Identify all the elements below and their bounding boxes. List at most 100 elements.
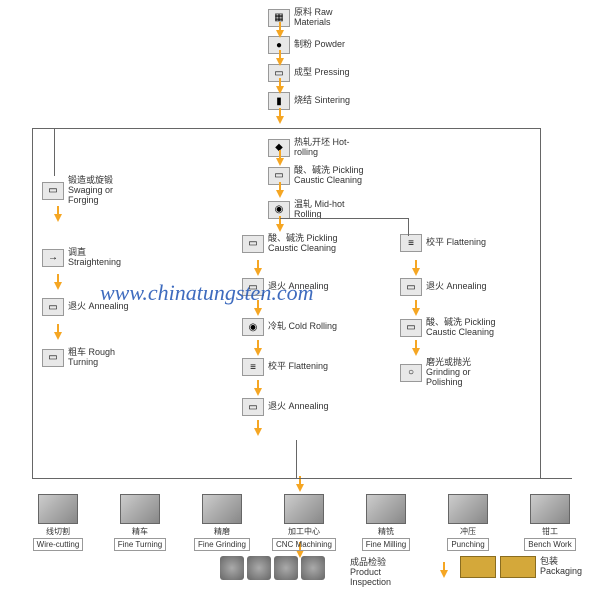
machine-icon	[120, 494, 160, 524]
machining-cell: 线切割Wire-cutting	[18, 494, 98, 551]
machining-label-cn: 精铣	[378, 526, 394, 537]
flow-arrow-icon	[412, 348, 420, 356]
flow-arrow-icon	[54, 282, 62, 290]
top-step: ◆热轧开坯 Hot-rolling	[268, 138, 364, 158]
step-label: 校平 Flattening	[268, 362, 328, 372]
flow-arrow-icon	[254, 348, 262, 356]
flow-arrow-icon	[440, 570, 448, 578]
packaging-step: 包装 Packaging	[460, 556, 582, 578]
flow-arrow-icon	[254, 308, 262, 316]
flow-arrow-icon	[254, 268, 262, 276]
step-label: 热轧开坯 Hot-rolling	[294, 138, 364, 158]
machining-label-cn: 精车	[132, 526, 148, 537]
flow-arrow-icon	[276, 86, 284, 94]
machining-label-cn: 精磨	[214, 526, 230, 537]
process-icon: ▭	[42, 298, 64, 316]
product-part-icon	[274, 556, 298, 580]
connector-line	[54, 128, 55, 176]
process-icon: ▭	[42, 349, 64, 367]
step-label: 调直 Straightening	[68, 248, 138, 268]
connector-line	[32, 128, 540, 129]
process-icon: ▭	[400, 319, 422, 337]
step-label: 酸、碱洗 Pickling Caustic Cleaning	[426, 318, 496, 338]
machine-icon	[366, 494, 406, 524]
machine-icon	[448, 494, 488, 524]
machining-cell: 精铣Fine Milling	[346, 494, 426, 551]
flow-arrow-icon	[296, 484, 304, 492]
step-label: 烧结 Sintering	[294, 96, 350, 106]
top-step: ▦原料 Raw Materials	[268, 8, 364, 28]
machining-row: 线切割Wire-cutting精车Fine Turning精磨Fine Grin…	[18, 494, 590, 551]
process-icon: ≡	[400, 234, 422, 252]
mid-step: ▭ 退火 Annealing	[242, 278, 329, 296]
machining-cell: 精车Fine Turning	[100, 494, 180, 551]
machining-label-en: Wire-cutting	[33, 538, 84, 551]
process-icon: ≡	[242, 358, 264, 376]
inspection-label-cn: 成品检验	[350, 557, 386, 567]
connector-line	[32, 128, 33, 478]
flow-arrow-icon	[412, 308, 420, 316]
step-label: 锻造或旋锻 Swaging or Forging	[68, 176, 138, 206]
left-step: →调直 Straightening	[42, 248, 138, 268]
mid-step: ▭酸、碱洗 Pickling Caustic Cleaning	[242, 234, 338, 254]
inspection-label-en: Product Inspection	[350, 567, 391, 587]
package-icon	[500, 556, 536, 578]
product-part-icon	[301, 556, 325, 580]
connector-line	[540, 128, 541, 478]
machining-cell: 冲压Punching	[428, 494, 508, 551]
machining-label-cn: 加工中心	[288, 526, 320, 537]
packaging-label-cn: 包装	[540, 556, 558, 566]
machining-label-cn: 冲压	[460, 526, 476, 537]
process-icon: ▭	[242, 278, 264, 296]
product-images	[220, 556, 325, 580]
product-part-icon	[220, 556, 244, 580]
process-icon: ▭	[400, 278, 422, 296]
flow-arrow-icon	[276, 158, 284, 166]
machining-label-en: CNC Machining	[272, 538, 336, 551]
machining-label-cn: 线切割	[46, 526, 70, 537]
flow-arrow-icon	[276, 190, 284, 198]
flow-arrow-icon	[276, 58, 284, 66]
flow-arrow-icon	[412, 268, 420, 276]
machining-label-en: Fine Turning	[114, 538, 166, 551]
step-label: 校平 Flattening	[426, 238, 486, 248]
left-step: ▭ 退火 Annealing	[42, 298, 129, 316]
machine-icon	[530, 494, 570, 524]
left-step: ▭粗车 Rough Turning	[42, 348, 138, 368]
package-icon	[460, 556, 496, 578]
flow-arrow-icon	[276, 116, 284, 124]
step-label: 原料 Raw Materials	[294, 8, 364, 28]
machining-label-en: Bench Work	[524, 538, 575, 551]
step-label: 退火 Annealing	[68, 302, 129, 312]
process-icon: ▭	[42, 182, 64, 200]
top-step: ▭酸、碱洗 Pickling Caustic Cleaning	[268, 166, 364, 186]
left-step: ▭锻造或旋锻 Swaging or Forging	[42, 176, 138, 206]
machining-label-en: Fine Milling	[362, 538, 410, 551]
inspection-step: 成品检验 Product Inspection	[350, 558, 420, 588]
right-step: ○磨光或抛光 Grinding or Polishing	[400, 358, 496, 388]
machining-label-en: Punching	[447, 538, 488, 551]
mid-step: ◉冷轧 Cold Rolling	[242, 318, 337, 336]
machining-cell: 钳工Bench Work	[510, 494, 590, 551]
flow-arrow-icon	[276, 30, 284, 38]
flow-arrow-icon	[54, 332, 62, 340]
machining-label-cn: 钳工	[542, 526, 558, 537]
step-label: 退火 Annealing	[268, 282, 329, 292]
step-label: 冷轧 Cold Rolling	[268, 322, 337, 332]
connector-line	[296, 440, 297, 478]
machine-icon	[38, 494, 78, 524]
machining-label-en: Fine Grinding	[194, 538, 250, 551]
machining-cell: 精磨Fine Grinding	[182, 494, 262, 551]
process-icon: ▭	[242, 398, 264, 416]
process-icon: ▭	[242, 235, 264, 253]
top-step: ◉温轧 Mid-hot Rolling	[268, 200, 364, 220]
right-step: ▭酸、碱洗 Pickling Caustic Cleaning	[400, 318, 496, 338]
mid-step: ▭退火 Annealing	[242, 398, 329, 416]
step-label: 退火 Annealing	[426, 282, 487, 292]
step-label: 粗车 Rough Turning	[68, 348, 138, 368]
flow-arrow-icon	[276, 224, 284, 232]
mid-step: ≡ 校平 Flattening	[242, 358, 328, 376]
flow-arrow-icon	[54, 214, 62, 222]
machine-icon	[284, 494, 324, 524]
right-step: ▭ 退火 Annealing	[400, 278, 487, 296]
